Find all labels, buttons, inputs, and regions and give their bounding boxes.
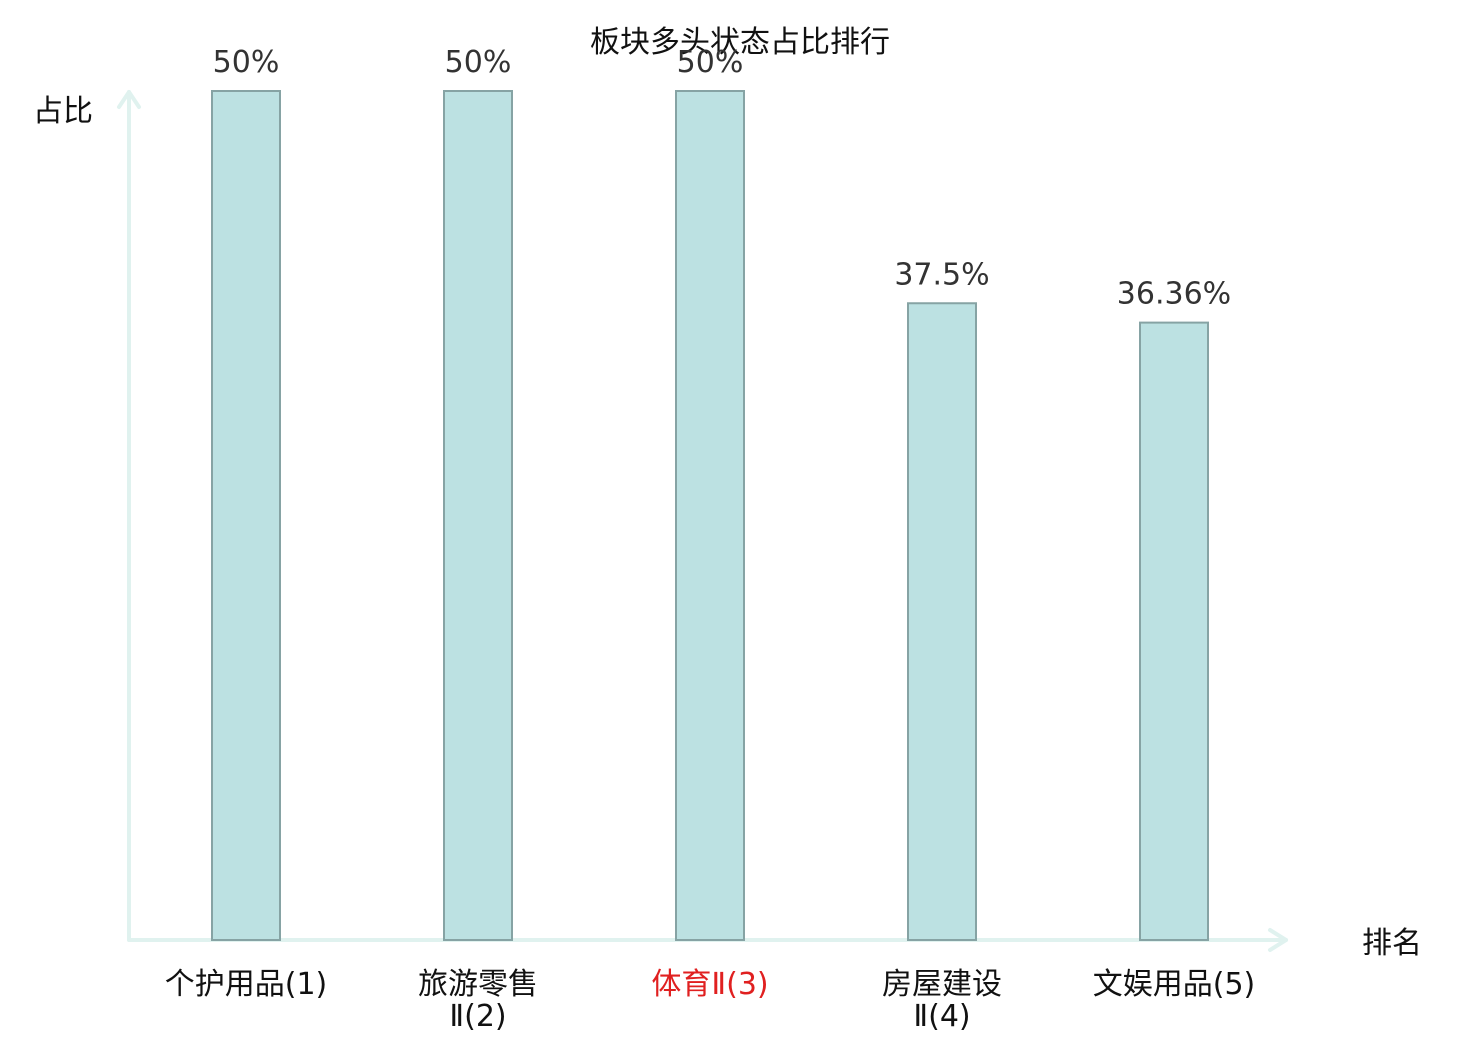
category-label-2: 旅游零售 Ⅱ(2): [418, 967, 538, 1034]
category-label-4: 房屋建设 Ⅱ(4): [882, 967, 1002, 1034]
bar-4: [907, 302, 977, 941]
value-label-5: 36.36%: [1117, 277, 1231, 312]
bars: [211, 90, 1209, 942]
x-axis-label: 排名: [1362, 926, 1422, 961]
category-label-1: 个护用品(1): [165, 967, 328, 1002]
category-label-3: 体育Ⅱ(3): [651, 967, 768, 1002]
value-label-4: 37.5%: [894, 257, 989, 292]
bar-2: [443, 90, 513, 941]
y-axis-arrow: [117, 90, 141, 109]
value-label-3: 50%: [677, 45, 744, 80]
x-axis-arrow: [1268, 928, 1288, 952]
category-label-5: 文娱用品(5): [1093, 967, 1256, 1002]
category-labels: 个护用品(1) 旅游零售 Ⅱ(2) 体育Ⅱ(3) 房屋建设 Ⅱ(4) 文娱用品(5): [165, 967, 1256, 1034]
bar-3: [675, 90, 745, 941]
chart-title: 板块多头状态占比排行: [590, 25, 890, 60]
value-labels: 50% 50% 50% 37.5% 36.36%: [213, 45, 1232, 312]
value-label-2: 50%: [445, 45, 512, 80]
bar-5: [1139, 321, 1209, 942]
value-label-1: 50%: [213, 45, 280, 80]
bar-1: [211, 90, 281, 941]
y-axis-label: 占比: [33, 94, 93, 129]
